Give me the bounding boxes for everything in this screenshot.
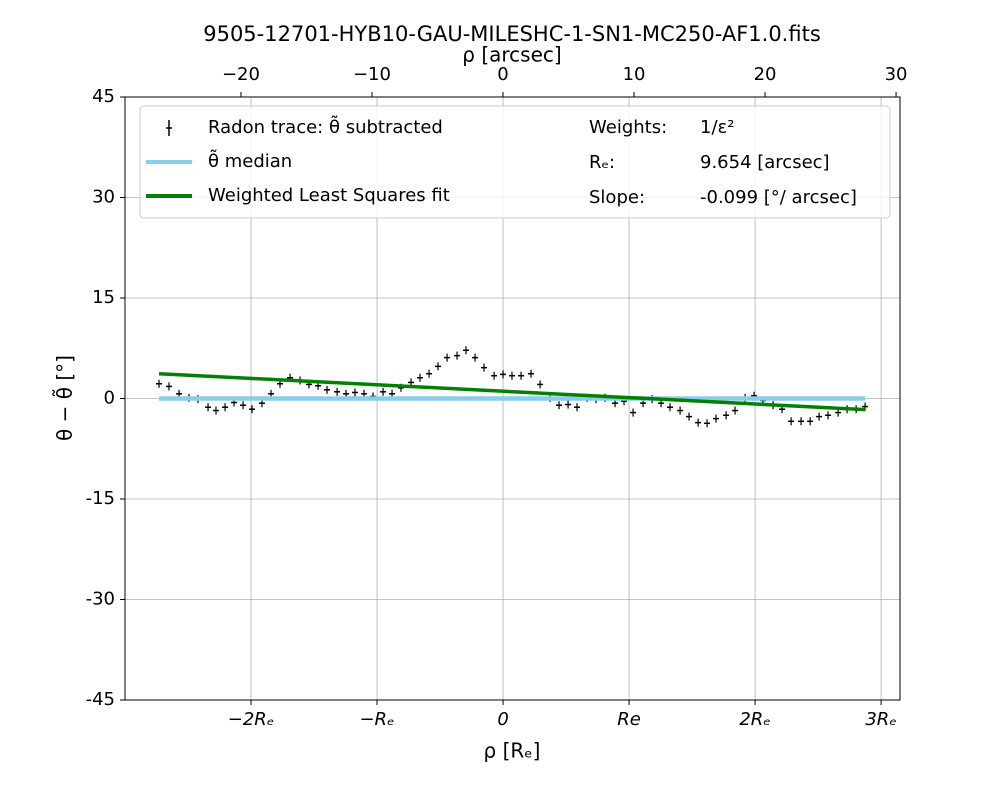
annotation-text: -0.099 [°/ arcsec] (700, 187, 857, 208)
x2-tick-label: −10 (353, 64, 391, 85)
y-tick-label: 45 (92, 86, 115, 107)
legend-box (139, 105, 891, 219)
x-tick-label: Re (617, 709, 641, 730)
annotation-label: Rₑ: (589, 152, 615, 173)
y-tick-label: 15 (92, 287, 115, 308)
x2-tick-label: 10 (623, 64, 646, 85)
y-tick-label: -45 (86, 689, 115, 710)
annotation-label: Weights: (589, 117, 667, 138)
x-tick-label: −Rₑ (359, 709, 394, 730)
x-tick-label: 2Rₑ (739, 709, 770, 730)
annotation-text: 1/ε² (700, 117, 734, 138)
x-tick-label: 3Rₑ (865, 709, 896, 730)
x-tick-label: −2Rₑ (228, 709, 275, 730)
y-tick-label: -30 (86, 589, 115, 610)
legend-label: θ̃ median (208, 150, 292, 172)
y-tick-label: 0 (104, 388, 115, 409)
x-tick-label: 0 (497, 709, 508, 730)
legend-label: Radon trace: θ̃ subtracted (208, 116, 443, 138)
x2-axis-label: ρ [arcsec] (462, 43, 561, 67)
y-axis-label: θ − θ̃ [°] (52, 355, 77, 441)
plot-frame (124, 96, 901, 701)
x2-tick-label: −20 (222, 64, 260, 85)
x2-tick-label: 0 (497, 64, 508, 85)
x-axis-label: ρ [Rₑ] (484, 739, 541, 763)
chart-title: 9505-12701-HYB10-GAU-MILESHC-1-SN1-MC250… (203, 22, 821, 46)
annotation-text: 9.654 [arcsec] (700, 152, 830, 173)
x2-tick-label: 30 (885, 64, 908, 85)
series-line (158, 371, 866, 412)
x2-tick-label: 20 (754, 64, 777, 85)
y-tick-label: -15 (86, 488, 115, 509)
annotation-label: Slope: (589, 187, 645, 208)
legend-label: Weighted Least Squares fit (208, 185, 450, 206)
y-tick-label: 30 (92, 187, 115, 208)
